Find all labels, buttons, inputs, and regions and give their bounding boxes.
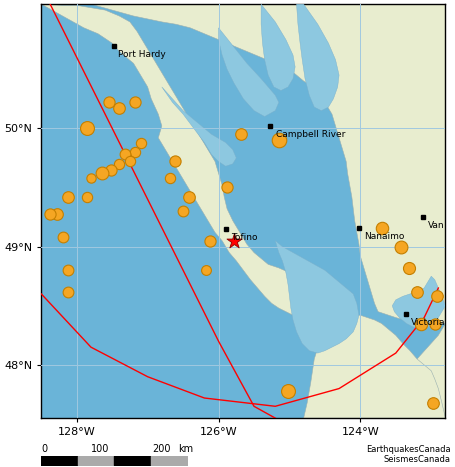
Point — [433, 292, 440, 300]
Text: 100: 100 — [91, 444, 110, 454]
Point — [405, 264, 412, 272]
Text: 0: 0 — [41, 444, 47, 454]
Point — [116, 105, 123, 112]
Point — [53, 210, 61, 217]
Polygon shape — [297, 4, 339, 111]
Point — [131, 99, 138, 106]
Point — [417, 320, 424, 327]
Point — [65, 288, 72, 295]
Text: Victoria: Victoria — [411, 318, 446, 327]
Point — [429, 399, 436, 406]
Point — [98, 170, 105, 177]
Point — [131, 148, 138, 156]
Point — [105, 99, 112, 106]
Point — [46, 210, 54, 217]
Point — [431, 320, 439, 327]
Point — [414, 288, 421, 295]
Point — [116, 160, 123, 168]
Point — [84, 193, 91, 201]
Polygon shape — [303, 324, 445, 418]
Text: 200: 200 — [152, 444, 171, 454]
Polygon shape — [303, 315, 445, 418]
Point — [87, 174, 95, 182]
Polygon shape — [162, 87, 236, 166]
Text: Van: Van — [428, 221, 445, 230]
Text: Tofino: Tofino — [231, 233, 258, 242]
Text: EarthquakesCanada: EarthquakesCanada — [366, 445, 450, 454]
Point — [275, 136, 283, 144]
Point — [185, 193, 192, 201]
Point — [378, 224, 385, 232]
Point — [59, 234, 66, 241]
Point — [137, 139, 144, 146]
Point — [171, 158, 178, 165]
Polygon shape — [41, 4, 318, 320]
Point — [231, 237, 238, 244]
Polygon shape — [392, 276, 445, 329]
Point — [207, 237, 214, 244]
Point — [84, 125, 91, 132]
Point — [167, 174, 174, 182]
Point — [238, 131, 245, 138]
Text: km: km — [178, 444, 193, 454]
Point — [65, 193, 72, 201]
Point — [202, 267, 209, 274]
Text: Campbell River: Campbell River — [276, 130, 345, 139]
Point — [107, 166, 115, 173]
Point — [65, 267, 72, 274]
Point — [121, 151, 129, 158]
Point — [126, 158, 134, 165]
Point — [223, 184, 231, 191]
Point — [398, 243, 405, 250]
Polygon shape — [275, 241, 359, 353]
Point — [179, 207, 187, 215]
Text: Nanaimo: Nanaimo — [364, 232, 405, 241]
Polygon shape — [41, 4, 445, 324]
Point — [284, 387, 292, 395]
Text: SeismesCanada: SeismesCanada — [384, 455, 450, 464]
Text: Port Hardy: Port Hardy — [118, 50, 166, 59]
Polygon shape — [261, 4, 295, 91]
Polygon shape — [218, 28, 279, 117]
